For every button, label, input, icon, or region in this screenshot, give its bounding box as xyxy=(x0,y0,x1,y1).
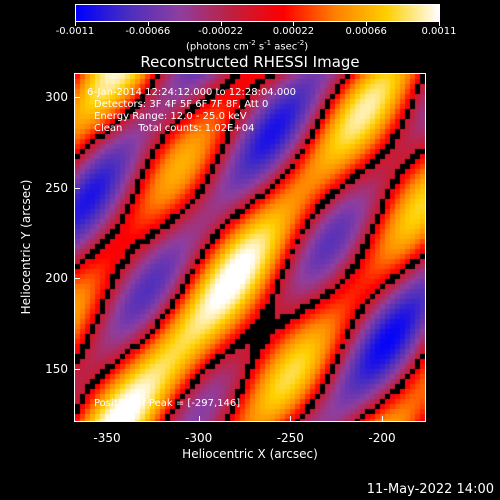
info-time-range: 6-Jan-2014 12:24:12.000 to 12:28:04.000 xyxy=(87,87,296,98)
y-tick-label: 250 xyxy=(45,180,68,195)
y-tick-mark xyxy=(74,369,80,371)
chart-title: Reconstructed RHESSI Image xyxy=(140,53,360,71)
colorbar-tick-label: -0.00022 xyxy=(198,26,244,37)
rhessi-image-heatmap xyxy=(75,74,425,421)
x-tick-mark xyxy=(198,416,200,422)
colorbar-tick-label: -0.0011 xyxy=(55,26,95,37)
colorbar-tick xyxy=(439,22,440,26)
y-tick-label: 300 xyxy=(45,89,68,104)
y-tick-mark xyxy=(74,187,80,189)
info-energy-range: Energy Range: 12.0 - 25.0 keV xyxy=(94,111,247,122)
x-tick-label: -200 xyxy=(368,431,396,445)
y-tick-mark xyxy=(74,96,80,98)
colorbar-units-label: (photons cm-2 s-1 asec-2) xyxy=(186,39,309,53)
x-tick-label: -350 xyxy=(93,431,121,445)
x-tick-mark xyxy=(107,416,108,422)
colorbar-tick xyxy=(220,22,222,26)
plot-area: 6-Jan-2014 12:24:12.000 to 12:28:04.000 … xyxy=(74,73,426,422)
x-tick-mark xyxy=(290,416,292,422)
colorbar-gradient xyxy=(76,5,439,21)
x-axis-label: Heliocentric X (arcsec) xyxy=(182,447,318,461)
colorbar-tick-label: 0.00066 xyxy=(345,26,387,37)
colorbar-tick-label: 0.00022 xyxy=(272,26,315,37)
peak-position-label: Position of Peak = [-297,146] xyxy=(94,398,241,409)
x-tick-mark xyxy=(382,416,383,422)
colorbar-tick-label: 0.0011 xyxy=(421,26,457,37)
footer-date: 11-May-2022 14:00 xyxy=(366,482,494,497)
y-tick-label: 200 xyxy=(45,271,68,286)
colorbar-tick xyxy=(293,22,295,26)
colorbar-tick-label: -0.00066 xyxy=(125,26,171,37)
colorbar-tick xyxy=(366,22,368,26)
info-detectors: Detectors: 3F 4F 5F 6F 7F 8F, Att 0 xyxy=(94,99,269,110)
colorbar-tick xyxy=(75,22,76,26)
y-tick-mark xyxy=(74,278,80,280)
y-axis-label: Heliocentric Y (arcsec) xyxy=(19,179,33,315)
x-tick-label: -250 xyxy=(276,431,304,445)
info-clean-counts: Clean Total counts: 1.02E+04 xyxy=(94,123,255,134)
x-tick-label: -300 xyxy=(185,431,213,445)
colorbar xyxy=(75,4,440,22)
colorbar-tick xyxy=(147,22,149,26)
y-tick-label: 150 xyxy=(45,362,68,377)
